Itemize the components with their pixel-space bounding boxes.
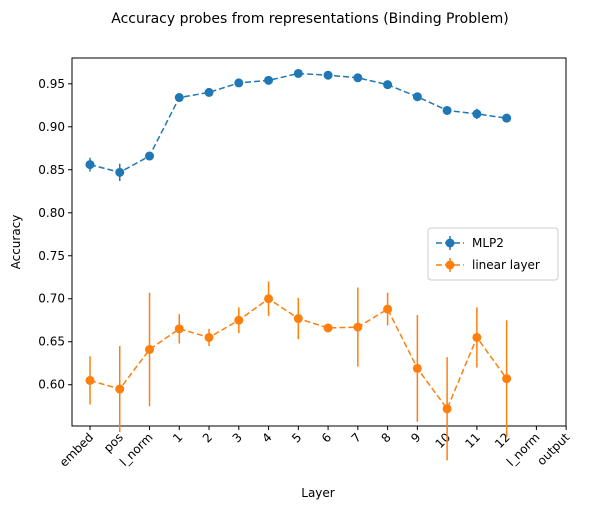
point	[383, 304, 393, 314]
x-tick-label: 3	[230, 430, 245, 445]
point	[85, 160, 95, 170]
y-axis-label: Accuracy	[9, 215, 23, 270]
x-tick-label: embed	[57, 430, 96, 469]
y-tick-label: 0.80	[38, 206, 65, 220]
point	[323, 70, 333, 80]
x-tick-label: output	[534, 430, 572, 468]
x-tick-label: 6	[319, 430, 334, 445]
point	[174, 93, 184, 103]
legend-marker	[445, 260, 455, 270]
x-tick-label: l_norm	[117, 430, 156, 469]
y-tick-label: 0.60	[38, 378, 65, 392]
point	[115, 167, 125, 177]
series	[85, 68, 512, 181]
point	[174, 324, 184, 334]
point	[293, 68, 303, 78]
x-tick-label: 12	[492, 430, 513, 451]
y-tick-label: 0.90	[38, 120, 65, 134]
point	[85, 375, 95, 385]
chart-title: Accuracy probes from representations (Bi…	[111, 11, 508, 27]
point	[353, 73, 363, 83]
y-tick-label: 0.95	[38, 77, 65, 91]
x-tick-label: 1	[170, 430, 185, 445]
x-tick-label: 11	[462, 430, 483, 451]
point	[323, 323, 333, 333]
point	[502, 374, 512, 384]
x-tick-label: 4	[259, 430, 274, 445]
point	[264, 75, 274, 85]
legend-label: MLP2	[472, 236, 504, 250]
point	[442, 404, 452, 414]
x-tick-label: l_norm	[504, 430, 543, 469]
point	[264, 294, 274, 304]
y-tick-label: 0.70	[38, 292, 65, 306]
x-tick-label: pos	[101, 430, 126, 455]
point	[234, 78, 244, 88]
x-tick-label: 8	[378, 430, 393, 445]
plot-frame	[71, 57, 567, 427]
legend-marker	[445, 238, 455, 248]
point	[502, 113, 512, 123]
legend-box	[427, 227, 559, 281]
point	[293, 314, 303, 324]
x-axis-label: Layer	[301, 486, 335, 500]
point	[412, 363, 422, 373]
point	[204, 87, 214, 97]
point	[442, 105, 452, 115]
y-tick-label: 0.65	[38, 335, 65, 349]
point	[204, 332, 214, 342]
x-tick-label: 5	[289, 430, 304, 445]
point	[145, 151, 155, 161]
x-tick-label: 10	[433, 430, 454, 451]
point	[234, 315, 244, 325]
point	[472, 332, 482, 342]
point	[145, 344, 155, 354]
point	[353, 322, 363, 332]
x-tick-label: 2	[200, 430, 215, 445]
y-tick-label: 0.75	[38, 249, 65, 263]
point	[472, 109, 482, 119]
y-tick-label: 0.85	[38, 163, 65, 177]
x-tick-label: 7	[349, 430, 364, 445]
point	[115, 384, 125, 394]
legend-label: linear layer	[472, 258, 540, 272]
point	[383, 80, 393, 90]
point	[412, 92, 422, 102]
series	[85, 281, 512, 461]
x-tick-label: 9	[408, 430, 423, 445]
